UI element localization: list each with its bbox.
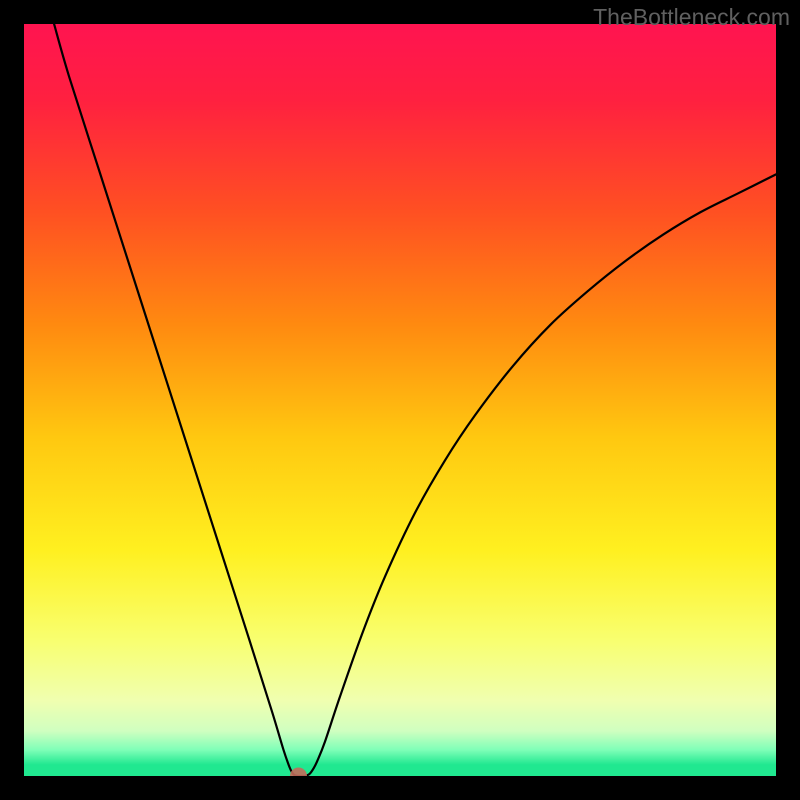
- bottleneck-chart: [0, 0, 800, 800]
- chart-gradient-background: [24, 24, 776, 776]
- chart-container: TheBottleneck.com: [0, 0, 800, 800]
- watermark-text: TheBottleneck.com: [593, 4, 790, 31]
